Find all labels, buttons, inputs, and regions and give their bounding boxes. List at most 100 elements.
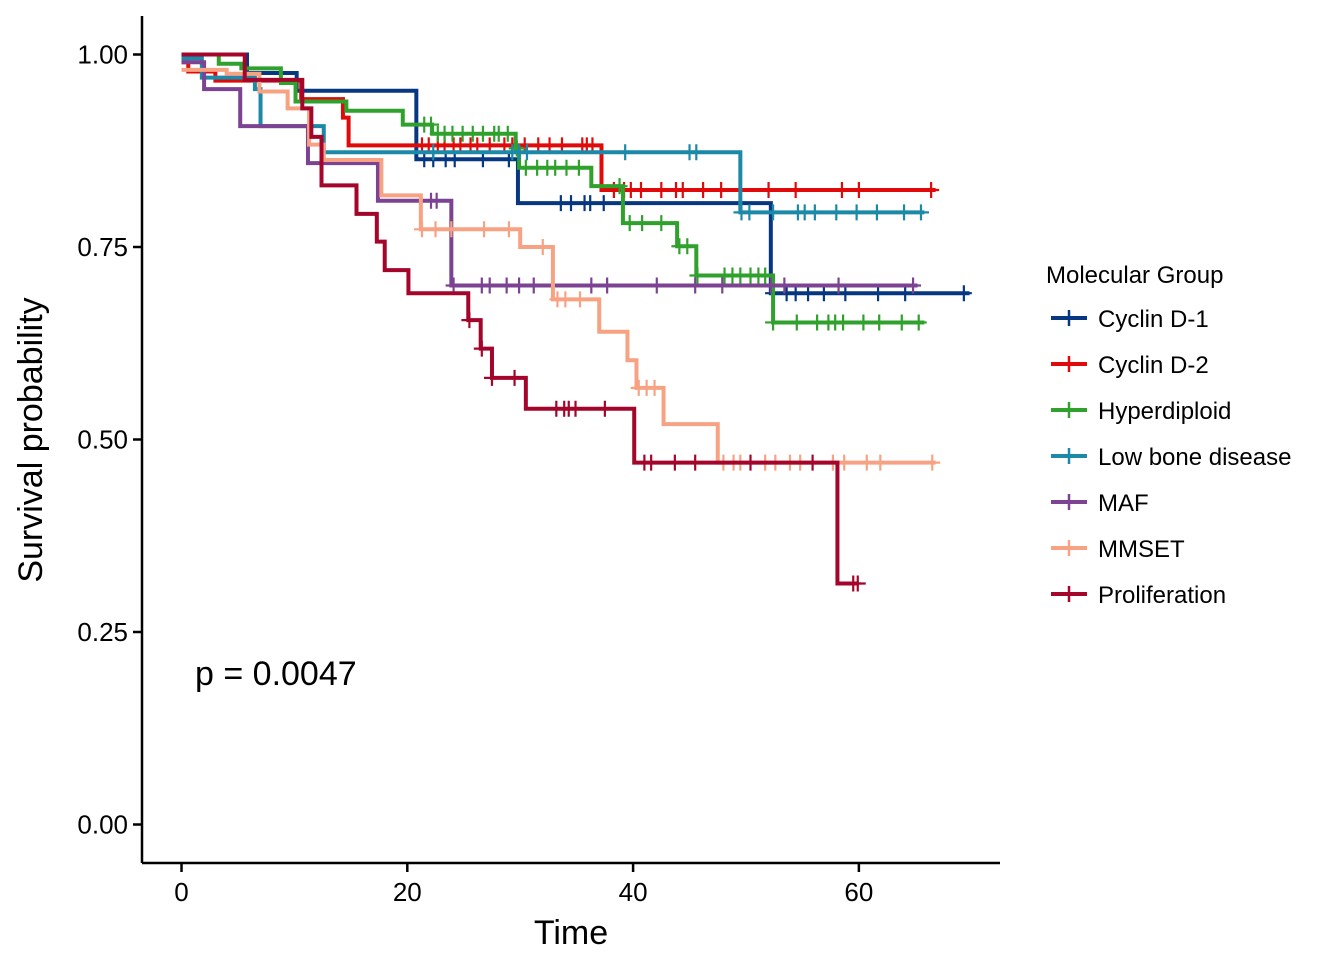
censor-mark [893, 314, 910, 331]
p-value-annotation: p = 0.0047 [195, 655, 357, 693]
censor-mark [830, 277, 847, 294]
censor-mark [828, 204, 845, 221]
censor-mark [427, 221, 444, 238]
survival-step-line [181, 52, 925, 325]
censor-mark [653, 215, 670, 232]
x-axis-title: Time [534, 914, 608, 952]
censor-mark [687, 277, 704, 294]
censor-mark [617, 144, 634, 161]
censor-mark [557, 291, 574, 308]
censor-mark [848, 204, 865, 221]
censor-mark [804, 454, 821, 471]
censor-mark [757, 267, 774, 284]
axes [140, 16, 1000, 865]
legend-item: Proliferation [1051, 582, 1226, 609]
censor-mark [858, 454, 875, 471]
censor-mark [849, 575, 866, 592]
censor-mark [923, 182, 940, 199]
censor-mark [476, 221, 493, 238]
legend: Molecular Group Cyclin D-1 Cyclin D-2 Hype… [1046, 262, 1291, 609]
censor-mark [760, 182, 777, 199]
censor-mark [413, 221, 430, 238]
censor-mark [599, 277, 616, 294]
censor-mark [800, 285, 817, 302]
censor-mark [500, 221, 517, 238]
y-axis-title: Survival probability [12, 297, 50, 582]
censor-mark [833, 182, 850, 199]
censor-mark [646, 379, 663, 396]
censor-mark [570, 159, 587, 176]
censor-mark [567, 400, 584, 417]
censor-mark [835, 314, 852, 331]
censor-mark [534, 239, 551, 255]
legend-label: Hyperdiploid [1098, 398, 1231, 425]
plot-area [181, 52, 972, 592]
censor-mark [741, 204, 758, 221]
legend-label: Proliferation [1098, 582, 1226, 609]
x-tick-label: 60 [844, 877, 873, 907]
legend-label: MMSET [1098, 536, 1185, 563]
censor-mark [428, 192, 445, 209]
censor-mark [595, 195, 612, 212]
legend-title: Molecular Group [1046, 262, 1223, 289]
censor-mark [425, 144, 442, 161]
censor-mark [506, 369, 523, 386]
censor-mark [714, 277, 731, 294]
censor-mark [461, 312, 478, 329]
censor-mark [653, 182, 670, 199]
censor-mark [596, 400, 613, 417]
censor-mark [518, 144, 535, 161]
censor-mark [742, 454, 759, 471]
legend-label: Cyclin D-1 [1098, 306, 1209, 333]
censor-mark [481, 277, 498, 294]
legend-label: Cyclin D-2 [1098, 352, 1209, 379]
survival-step-line [181, 56, 925, 215]
censor-mark [910, 314, 927, 331]
censor-mark [582, 195, 599, 212]
censor-mark [955, 285, 972, 302]
series-proliferation [181, 52, 866, 592]
series-hyperdiploid [181, 52, 927, 331]
censor-mark [837, 285, 854, 302]
legend-item: Cyclin D-1 [1051, 306, 1209, 333]
y-tick-label: 0.00 [77, 810, 128, 840]
legend-label: MAF [1098, 490, 1149, 517]
censor-mark [896, 204, 913, 221]
censor-mark [525, 277, 542, 294]
censor-mark [872, 454, 889, 471]
censor-mark [648, 277, 665, 294]
censor-mark [563, 195, 579, 212]
y-tick-label: 1.00 [77, 40, 128, 70]
censor-mark [445, 277, 462, 294]
y-tick-label: 0.50 [77, 425, 128, 455]
censor-mark [632, 182, 649, 199]
censor-mark [443, 221, 460, 238]
censor-mark [483, 369, 500, 386]
y-ticks: 0.00 0.25 0.50 0.75 1.00 [77, 40, 142, 840]
censor-mark [806, 204, 823, 221]
legend-item: Low bone disease [1051, 444, 1291, 471]
legend-item: MMSET [1051, 536, 1185, 563]
legend-item: Hyperdiploid [1051, 398, 1231, 425]
censor-mark [611, 178, 628, 195]
censor-mark [850, 182, 867, 199]
censor-mark [499, 125, 516, 142]
censor-mark [912, 204, 929, 221]
censor-mark [634, 215, 651, 232]
x-tick-label: 40 [619, 877, 648, 907]
censor-mark [905, 277, 922, 294]
censor-mark [695, 182, 712, 199]
censor-mark [423, 116, 440, 133]
censor-mark [787, 182, 804, 199]
x-ticks: 0 20 40 60 [174, 863, 873, 907]
censor-mark [687, 454, 704, 471]
censor-mark [583, 277, 600, 294]
censor-mark [473, 340, 490, 357]
y-tick-label: 0.25 [77, 617, 128, 647]
censor-mark [868, 204, 885, 221]
y-tick-label: 0.75 [77, 232, 128, 262]
survival-step-line [181, 60, 918, 288]
censor-mark [666, 454, 683, 471]
x-tick-label: 0 [174, 877, 188, 907]
censor-mark [815, 285, 832, 302]
